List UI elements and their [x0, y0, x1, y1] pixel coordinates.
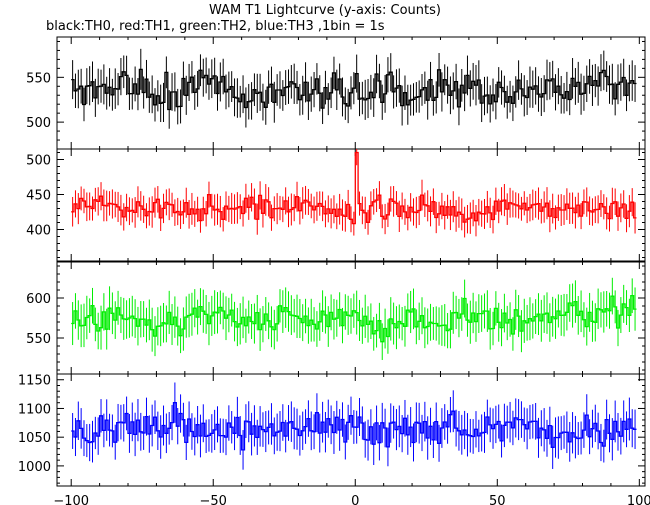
- y-tick-label: 550: [26, 71, 51, 86]
- series-TH3: [71, 382, 637, 470]
- lightcurve-line: [71, 68, 637, 111]
- series-TH0: [71, 48, 637, 129]
- y-tick-label: 1100: [18, 402, 51, 417]
- y-tick-label: 600: [26, 292, 51, 307]
- y-tick-label: 550: [26, 332, 51, 347]
- panel-frame: [56, 373, 646, 487]
- x-tick-label: −50: [200, 494, 227, 505]
- lightcurve-line: [71, 295, 637, 343]
- chart-subtitle: black:TH0, red:TH1, green:TH2, blue:TH3 …: [46, 19, 385, 34]
- y-tick-label: 500: [26, 154, 51, 169]
- y-tick-label: 1050: [18, 431, 51, 446]
- lightcurve-line: [71, 402, 637, 451]
- x-tick-label: −100: [53, 494, 89, 505]
- y-tick-label: 1150: [18, 374, 51, 389]
- y-tick-label: 400: [26, 224, 51, 239]
- lightcurve-line: [71, 151, 637, 225]
- chart-title: WAM T1 Lightcurve (y-axis: Counts): [209, 3, 441, 18]
- series-TH1: [71, 149, 637, 238]
- y-tick-label: 1000: [18, 460, 51, 475]
- panel-frame: [56, 148, 646, 262]
- y-tick-label: 500: [26, 116, 51, 131]
- y-tick-label: 450: [26, 189, 51, 204]
- series-TH2: [71, 277, 637, 360]
- x-tick-label: 0: [351, 494, 359, 505]
- x-tick-label: 100: [627, 494, 650, 505]
- x-tick-label: 50: [489, 494, 506, 505]
